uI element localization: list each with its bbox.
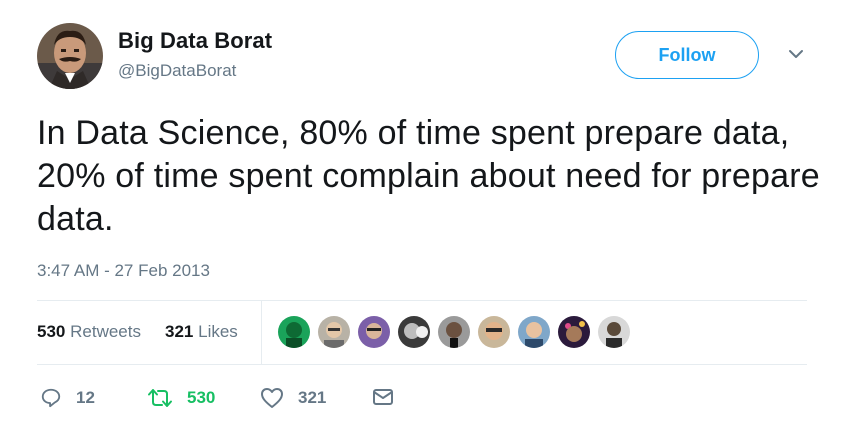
liker-avatar[interactable] xyxy=(358,316,390,348)
divider-bottom xyxy=(37,364,807,365)
liker-avatars xyxy=(278,316,638,348)
liker-avatar[interactable] xyxy=(438,316,470,348)
tweet-timestamp[interactable]: 3:47 AM - 27 Feb 2013 xyxy=(37,261,210,280)
like-count: 321 xyxy=(298,388,327,407)
liker-avatar[interactable] xyxy=(598,316,630,348)
retweets-stat[interactable]: 530 Retweets xyxy=(37,322,141,342)
envelope-icon xyxy=(373,389,393,405)
retweet-icon xyxy=(148,389,172,407)
chevron-down-icon[interactable] xyxy=(785,46,807,62)
liker-avatar[interactable] xyxy=(478,316,510,348)
liker-avatar[interactable] xyxy=(558,316,590,348)
like-button[interactable]: 321 xyxy=(260,387,326,409)
divider-top xyxy=(37,300,807,301)
author-avatar[interactable] xyxy=(37,23,103,89)
retweet-count: 530 xyxy=(187,388,216,407)
reply-button[interactable]: 12 xyxy=(40,387,95,409)
author-handle[interactable]: @BigDataBorat xyxy=(118,61,237,80)
retweet-button[interactable]: 530 xyxy=(147,387,215,409)
retweets-label: Retweets xyxy=(70,322,141,341)
reply-count: 12 xyxy=(76,388,95,407)
liker-avatar[interactable] xyxy=(278,316,310,348)
author-name[interactable]: Big Data Borat xyxy=(118,28,273,53)
follow-button[interactable]: Follow xyxy=(615,31,759,79)
reply-icon xyxy=(41,388,61,408)
liker-avatar[interactable] xyxy=(518,316,550,348)
liker-avatar[interactable] xyxy=(318,316,350,348)
likes-count: 321 xyxy=(165,322,194,341)
tweet-text: In Data Science, 80% of time spent prepa… xyxy=(37,114,820,238)
likes-label: Likes xyxy=(198,322,238,341)
liker-avatar[interactable] xyxy=(398,316,430,348)
likes-stat[interactable]: 321 Likes xyxy=(165,322,238,342)
direct-message-button[interactable] xyxy=(372,387,394,407)
stats-divider xyxy=(261,300,262,364)
retweets-count: 530 xyxy=(37,322,66,341)
heart-icon xyxy=(261,388,283,408)
